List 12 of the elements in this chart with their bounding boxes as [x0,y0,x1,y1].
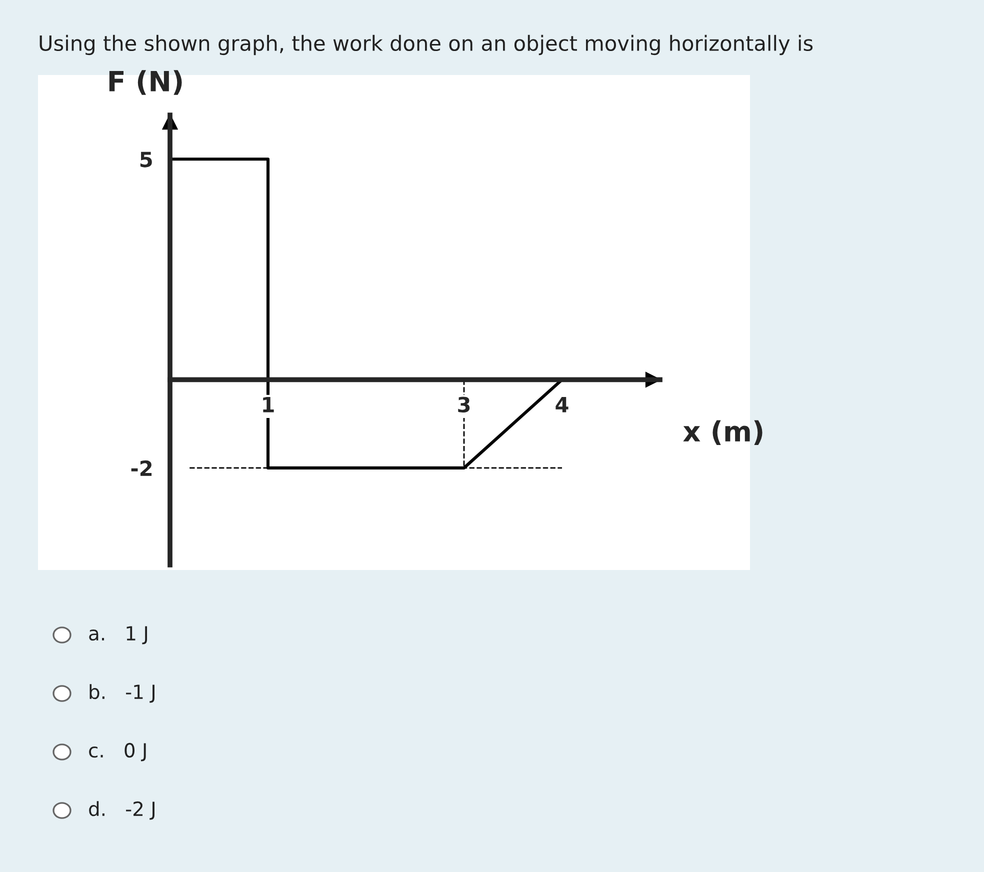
x-tick-label: 4 [556,397,568,412]
text: c. 0 J [89,742,146,762]
text: d. -2 J [89,801,154,820]
y-axis-title: F (N) [109,70,182,95]
x-tick-label: 3 [458,396,470,412]
chart-title: Using the shown graph, the work done on an object moving horizontally is [40,34,813,56]
y-tick-label: 5 [140,152,152,168]
x-tick-label: 1 [263,397,274,412]
text: b. -1 J [90,684,154,703]
text: a. 1 J [89,626,148,644]
y-tick-label: -2 [131,460,152,476]
x-axis-title: x (m) [683,420,762,445]
